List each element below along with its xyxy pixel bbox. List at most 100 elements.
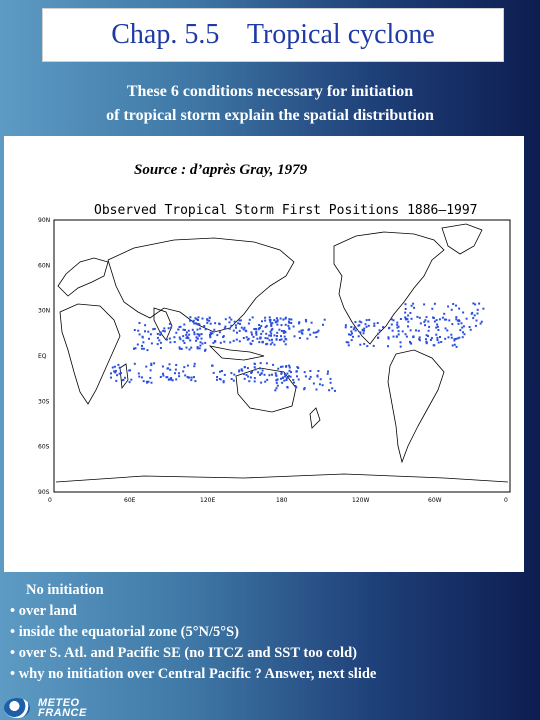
storm-point <box>211 364 213 367</box>
storm-point <box>328 389 331 392</box>
storm-point <box>159 341 162 344</box>
storm-point <box>455 318 458 321</box>
storm-point <box>455 345 458 348</box>
storm-point <box>409 312 412 314</box>
storm-point <box>136 343 139 346</box>
storm-point <box>216 376 219 378</box>
storm-point <box>259 336 262 339</box>
storm-point <box>188 348 191 351</box>
storm-point <box>397 333 400 336</box>
storm-point <box>218 331 221 334</box>
storm-point <box>196 347 199 350</box>
storm-point <box>432 344 435 347</box>
footer: METEO FRANCE <box>0 696 540 720</box>
storm-point <box>224 318 227 321</box>
storm-point <box>222 381 225 384</box>
storm-point <box>258 324 261 326</box>
storm-point <box>423 303 426 306</box>
storm-point <box>457 322 460 325</box>
storm-point <box>180 347 183 350</box>
storm-point <box>264 319 267 322</box>
storm-point <box>316 374 319 377</box>
storm-point <box>482 307 485 310</box>
storm-point <box>204 349 206 352</box>
lat-axis: 90N 60N 30N EQ 30S 60S 90S <box>38 217 50 496</box>
storm-point <box>423 320 426 323</box>
storm-point <box>113 370 116 373</box>
storm-point <box>410 317 413 320</box>
storm-point <box>206 318 209 321</box>
storm-point <box>349 333 352 336</box>
storm-point <box>137 372 140 375</box>
storm-point <box>296 366 299 368</box>
storm-point <box>465 317 468 320</box>
storm-point <box>159 347 162 349</box>
storm-point <box>309 375 312 378</box>
storm-point <box>378 329 381 332</box>
storm-point <box>248 380 251 383</box>
storm-point <box>305 320 308 323</box>
storm-point <box>120 372 122 374</box>
storm-point <box>443 312 446 315</box>
storm-point <box>163 330 166 333</box>
storm-point <box>196 346 199 349</box>
storm-point <box>390 323 393 326</box>
storm-point <box>150 364 153 366</box>
notes-list: No initiation • over land • inside the e… <box>0 580 540 685</box>
storm-point <box>269 330 272 333</box>
storm-point <box>270 332 273 335</box>
storm-point <box>149 369 152 372</box>
storm-point <box>476 308 479 311</box>
storm-point <box>288 327 291 330</box>
storm-point <box>196 337 199 340</box>
storm-point <box>200 337 203 340</box>
meteo-france-logo-icon <box>4 698 30 718</box>
storm-point <box>253 377 256 380</box>
storm-point <box>444 337 447 340</box>
storm-point <box>284 343 287 346</box>
storm-point <box>409 340 411 343</box>
storm-point <box>284 330 286 333</box>
storm-point <box>168 337 171 340</box>
storm-point <box>260 332 263 335</box>
storm-point <box>178 372 180 375</box>
storm-point <box>312 331 315 334</box>
storm-point <box>364 323 367 326</box>
storm-point <box>222 380 225 383</box>
storm-point <box>148 337 150 340</box>
storm-point <box>425 340 428 343</box>
storm-point <box>425 338 427 341</box>
storm-point <box>298 330 301 333</box>
storm-point <box>147 330 150 333</box>
storm-point <box>214 322 217 325</box>
storm-point <box>265 343 268 346</box>
storm-point <box>174 372 176 375</box>
storm-point <box>145 365 148 368</box>
storm-point <box>276 331 279 334</box>
storm-point <box>396 326 399 329</box>
storm-point <box>260 325 263 328</box>
storm-point <box>245 336 248 339</box>
storm-point <box>206 319 209 322</box>
storm-point <box>247 375 250 378</box>
storm-point <box>133 362 136 365</box>
storm-point <box>235 326 237 329</box>
storm-point <box>240 326 243 329</box>
storm-point <box>128 381 131 384</box>
storm-point <box>230 324 233 327</box>
storm-point <box>170 378 173 381</box>
lon-tick-label: 0 <box>504 497 508 504</box>
new-zealand-outline <box>309 407 321 429</box>
storm-point <box>297 378 300 381</box>
storm-point <box>450 308 453 311</box>
storm-point <box>175 331 178 334</box>
storm-point <box>282 331 285 334</box>
storm-point <box>115 379 118 382</box>
storm-point <box>306 337 309 340</box>
storm-point <box>179 338 182 341</box>
storm-point <box>183 323 186 326</box>
storm-point <box>113 365 116 368</box>
storm-point <box>397 330 400 333</box>
storm-point <box>114 369 117 372</box>
storm-point <box>144 324 147 327</box>
